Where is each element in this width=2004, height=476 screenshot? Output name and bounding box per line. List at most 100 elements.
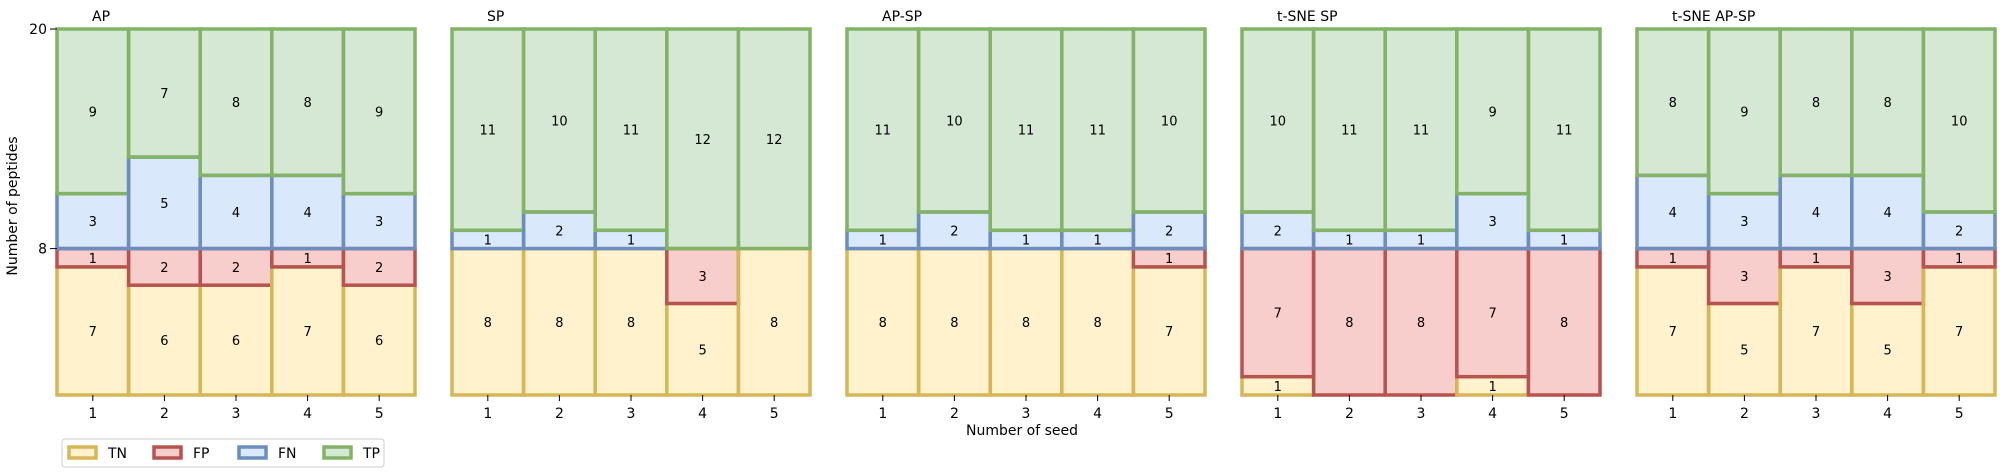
data-labels: 7 1 4 8 5 3 3 9 7 1 4 8 5 3 4 8 7 1 2 10 bbox=[1669, 96, 1968, 358]
bar-segment-fp bbox=[128, 248, 201, 286]
data-label: 5 bbox=[1883, 343, 1891, 358]
bar-segment-tp bbox=[1851, 29, 1924, 176]
data-label: 11 bbox=[1413, 124, 1430, 139]
x-tick-label: 4 bbox=[1093, 406, 1102, 422]
data-label: 1 bbox=[1560, 233, 1568, 248]
bar-segment-tp bbox=[1061, 29, 1134, 231]
data-label: 1 bbox=[1165, 252, 1173, 267]
panel-title: AP-SP bbox=[882, 9, 922, 25]
bar-edge-tp bbox=[1526, 27, 1602, 233]
legend-swatch-tn bbox=[67, 445, 98, 460]
bar-segment-tp bbox=[523, 29, 596, 212]
data-label: 2 bbox=[375, 261, 383, 276]
bar-segment-fn bbox=[1242, 212, 1314, 249]
bar-segment-tn bbox=[523, 248, 596, 395]
data-label: 8 bbox=[770, 316, 778, 331]
data-label: 7 bbox=[160, 87, 168, 102]
data-label: 7 bbox=[1669, 325, 1677, 340]
panel-5: t-SNE AP-SP 7 1 4 8 5 3 3 9 7 1 4 8 5 3 4 8 7 1 2 10 1 2 3 4 5 bbox=[1635, 9, 1997, 422]
data-label: 7 bbox=[1274, 307, 1282, 322]
data-label: 6 bbox=[375, 334, 383, 349]
bar-segment-fp bbox=[1313, 248, 1386, 395]
bar-segment-tn bbox=[128, 285, 201, 395]
data-label: 7 bbox=[303, 325, 311, 340]
data-label: 12 bbox=[694, 133, 711, 148]
data-label: 11 bbox=[480, 124, 497, 139]
data-label: 1 bbox=[1812, 252, 1820, 267]
bar-segment-fp bbox=[1242, 248, 1314, 377]
bar-segment-fp bbox=[1923, 248, 1995, 267]
legend-swatch-fn bbox=[237, 445, 268, 460]
data-label: 4 bbox=[232, 206, 240, 221]
data-label: 1 bbox=[1274, 380, 1282, 395]
panel-title: t-SNE AP-SP bbox=[1672, 9, 1755, 25]
bar-segment-fn bbox=[1851, 175, 1924, 249]
x-tick-label: 4 bbox=[303, 406, 312, 422]
data-label: 7 bbox=[1488, 307, 1496, 322]
data-label: 2 bbox=[232, 261, 240, 276]
bar-edges bbox=[450, 27, 812, 397]
bar-segment-fp bbox=[1851, 248, 1924, 304]
data-label: 8 bbox=[555, 316, 563, 331]
data-label: 1 bbox=[1488, 380, 1496, 395]
bar-segment-fp bbox=[57, 248, 129, 267]
bar-edges bbox=[1635, 27, 1997, 397]
x-tick-label: 3 bbox=[1417, 406, 1426, 422]
data-label: 1 bbox=[1669, 252, 1677, 267]
bar-segment-fn bbox=[1385, 230, 1457, 249]
bar-segment-fn bbox=[1528, 230, 1600, 249]
bar-segment-tn bbox=[1923, 266, 1995, 395]
bar-segment-tp bbox=[1313, 29, 1386, 231]
data-label: 1 bbox=[1093, 233, 1101, 248]
data-label: 4 bbox=[1669, 206, 1677, 221]
bar-segment-fp bbox=[200, 248, 272, 286]
bar-segment-tn bbox=[1242, 376, 1314, 395]
bar-segment-tn bbox=[1637, 266, 1709, 395]
data-label: 1 bbox=[627, 233, 635, 248]
x-tick-label: 1 bbox=[1668, 406, 1677, 422]
bar-segment-tp bbox=[847, 29, 919, 231]
bar-segment-fn bbox=[1637, 175, 1709, 249]
data-label: 8 bbox=[1669, 96, 1677, 111]
data-label: 1 bbox=[484, 233, 492, 248]
data-label: 8 bbox=[1417, 316, 1425, 331]
bar-segment-fn bbox=[343, 193, 415, 249]
data-label: 5 bbox=[160, 197, 168, 212]
bar-segment-fn bbox=[57, 193, 129, 249]
bar-segment-tp bbox=[1385, 29, 1457, 231]
data-label: 3 bbox=[89, 215, 97, 230]
bar-segment-tn bbox=[666, 303, 739, 395]
data-label: 3 bbox=[1883, 270, 1891, 285]
bar-edge-tp bbox=[1921, 27, 1997, 214]
bar-segment-tn bbox=[343, 285, 415, 395]
bar-fills bbox=[57, 29, 415, 395]
bar-segment-fp bbox=[666, 248, 739, 304]
y-axis: 8 20 bbox=[29, 22, 57, 258]
data-label: 11 bbox=[623, 124, 640, 139]
bar-segment-tp bbox=[1528, 29, 1600, 231]
x-tick-label: 5 bbox=[1560, 406, 1569, 422]
data-label: 11 bbox=[1341, 124, 1358, 139]
legend-swatch-tp bbox=[322, 445, 353, 460]
y-tick-label: 8 bbox=[38, 242, 47, 258]
bar-segment-tp bbox=[452, 29, 524, 231]
legend-frame bbox=[61, 438, 385, 468]
bar-segment-fn bbox=[523, 212, 596, 249]
bar-segment-tp bbox=[1133, 29, 1205, 212]
x-tick-label: 3 bbox=[627, 406, 636, 422]
legend-label-tn: TN bbox=[107, 446, 127, 462]
data-label: 10 bbox=[1951, 115, 1968, 130]
bar-edges bbox=[1240, 27, 1602, 397]
panel-title: AP bbox=[92, 9, 110, 25]
data-label: 4 bbox=[303, 206, 311, 221]
bar-segment-tp bbox=[1637, 29, 1709, 176]
panel-title: SP bbox=[487, 9, 504, 25]
bar-segment-fn bbox=[271, 175, 344, 249]
data-label: 11 bbox=[1556, 124, 1573, 139]
data-label: 6 bbox=[160, 334, 168, 349]
data-label: 5 bbox=[1740, 343, 1748, 358]
data-label: 9 bbox=[89, 105, 97, 120]
